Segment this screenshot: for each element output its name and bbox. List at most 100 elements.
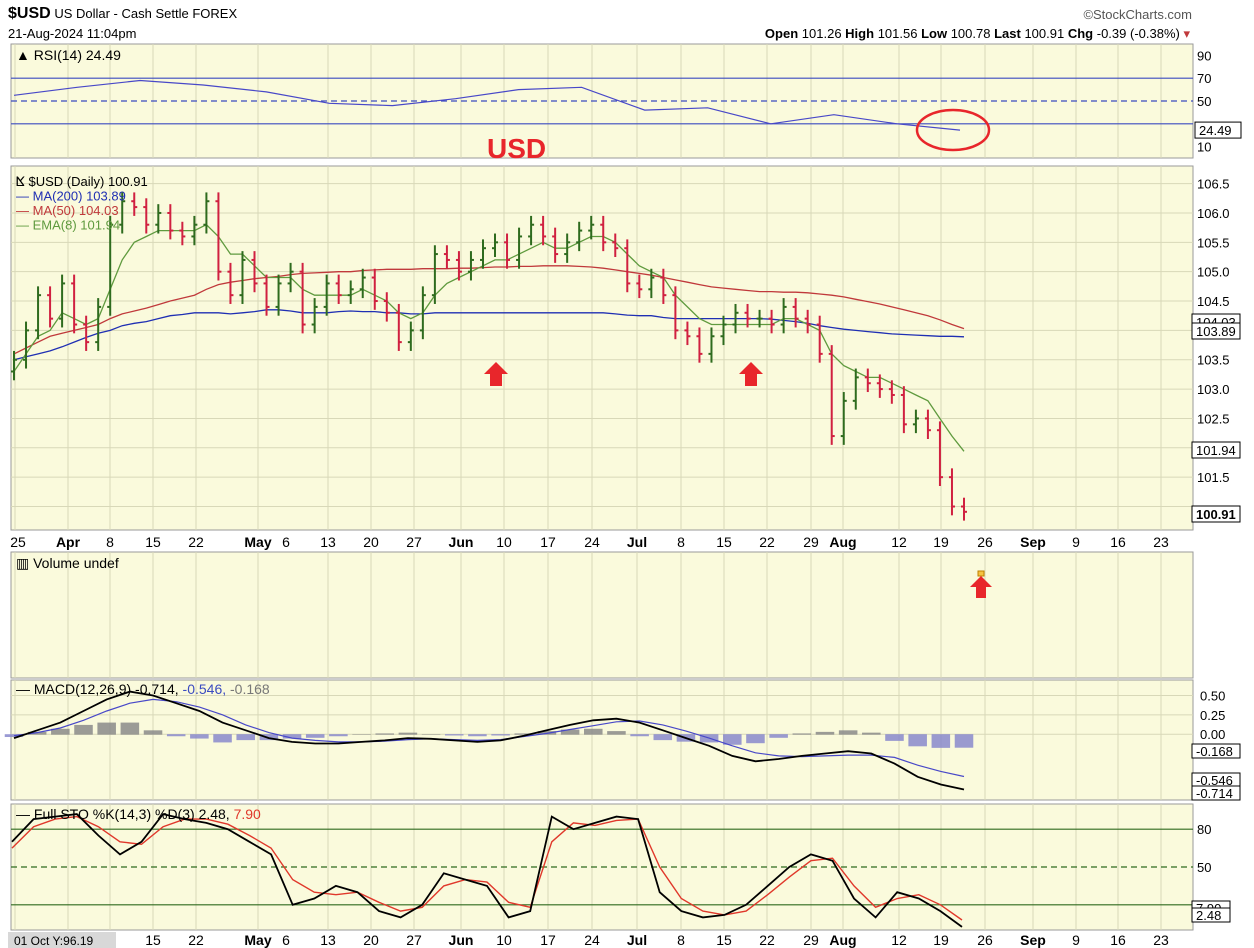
price-legend-item: ⴿ $USD (Daily) 100.91 xyxy=(16,174,148,189)
macd-histogram-bar xyxy=(931,734,951,748)
rsi-line xyxy=(13,79,961,131)
open-value: 101.26 xyxy=(801,26,842,41)
macd-histogram-bar xyxy=(236,734,255,741)
macd-histogram-bar xyxy=(421,734,441,735)
sto-tick-label: 50 xyxy=(1197,860,1211,875)
price-tick-label: 101.5 xyxy=(1197,470,1230,485)
x-tick-label: Aug xyxy=(829,534,856,550)
up-arrow-icon xyxy=(739,362,763,386)
x-tick-label: 29 xyxy=(803,534,819,550)
bottom-tick-label: 22 xyxy=(759,932,775,948)
bottom-tick-label: 27 xyxy=(406,932,422,948)
x-tick-label: 16 xyxy=(1110,534,1126,550)
macd-right-label: -0.714 xyxy=(1196,786,1233,801)
price-tick-label: 105.5 xyxy=(1197,235,1230,250)
bottom-tick-label: 20 xyxy=(363,932,379,948)
price-right-box xyxy=(1191,441,1241,459)
x-tick-label: 9 xyxy=(1072,534,1080,550)
price-right-box xyxy=(1191,322,1241,340)
sto-tick-label: 80 xyxy=(1197,822,1211,837)
bottom-tick-label: 23 xyxy=(1153,932,1169,948)
macd-histogram-bar xyxy=(120,722,140,735)
macd-histogram-bar xyxy=(329,734,348,737)
symbol: $USD xyxy=(8,5,51,22)
macd-histogram-bar xyxy=(769,734,788,738)
macd-right-box xyxy=(1191,785,1241,801)
rsi-circle-annotation xyxy=(915,108,991,152)
price-tick-label: 106.0 xyxy=(1197,206,1230,221)
volume-legend: ▥ Volume undef xyxy=(16,555,119,571)
ma50-line xyxy=(13,265,965,355)
rsi-last-label: 24.49 xyxy=(1199,123,1232,138)
x-tick-label: 8 xyxy=(106,534,114,550)
bottom-tick-label: Aug xyxy=(829,932,856,948)
chart-datetime: 21-Aug-2024 11:04pm xyxy=(8,26,137,41)
exchange: FOREX xyxy=(192,6,238,21)
ohlc-summary: Open 101.26 High 101.56 Low 100.78 Last … xyxy=(765,26,1190,42)
macd-histogram-bar xyxy=(375,733,394,735)
macd-histogram-bar xyxy=(954,734,974,748)
high-label: High xyxy=(845,26,875,41)
x-tick-label: 15 xyxy=(145,534,161,550)
bottom-tick-label: 22 xyxy=(188,932,204,948)
sto-legend-part: 2.48, xyxy=(199,806,234,822)
sto-k-line xyxy=(11,813,963,928)
macd-legend-part: -0.546, xyxy=(183,681,230,697)
macd-histogram-bar xyxy=(213,734,232,743)
price-tick-label: 103.5 xyxy=(1197,353,1230,368)
bottom-tick-label: 8 xyxy=(677,932,685,948)
x-tick-label: 12 xyxy=(891,534,907,550)
x-tick-label: Jun xyxy=(449,534,474,550)
macd-histogram-bar xyxy=(607,731,626,735)
last-value: 100.91 xyxy=(1024,26,1065,41)
bottom-tick-label: 26 xyxy=(977,932,993,948)
sto-right-box xyxy=(1191,907,1231,923)
rsi-legend: ▲ RSI(14) 24.49 xyxy=(16,47,121,63)
macd-histogram-bar xyxy=(305,734,325,738)
rsi-tick-label: 70 xyxy=(1197,71,1211,86)
macd-histogram-bar xyxy=(908,734,927,747)
x-tick-label: 13 xyxy=(320,534,336,550)
x-tick-label: 22 xyxy=(188,534,204,550)
macd-histogram-bar xyxy=(398,732,418,735)
sto-d-line xyxy=(11,815,963,921)
x-tick-label: 6 xyxy=(282,534,290,550)
bottom-tick-label: Sep xyxy=(1020,932,1046,948)
x-tick-label: 26 xyxy=(977,534,993,550)
macd-right-label: -0.168 xyxy=(1196,744,1233,759)
price-tick-label: 105.0 xyxy=(1197,265,1230,280)
rsi-tick-label: 90 xyxy=(1197,48,1211,63)
bottom-tick-label: 17 xyxy=(540,932,556,948)
bottom-tick-label: 9 xyxy=(1072,932,1080,948)
macd-histogram-bar xyxy=(190,734,209,739)
x-tick-label: 15 xyxy=(716,534,732,550)
macd-histogram-bar xyxy=(143,730,163,735)
x-axis-band xyxy=(11,531,1193,551)
bottom-tick-label: 19 xyxy=(933,932,949,948)
price-right-label: 101.94 xyxy=(1196,443,1236,458)
macd-legend: — MACD(12,26,9) -0.714, -0.546, -0.168 xyxy=(16,681,270,697)
x-tick-label: 20 xyxy=(363,534,379,550)
rsi-last-box xyxy=(1194,121,1242,139)
bottom-tick-label: Jun xyxy=(449,932,474,948)
price-tick-label: 102.5 xyxy=(1197,411,1230,426)
macd-histogram-bar xyxy=(282,734,302,739)
macd-histogram-bar xyxy=(653,734,673,741)
bottom-tick-label: Jul xyxy=(627,932,647,948)
macd-histogram-bar xyxy=(27,731,47,735)
bottom-tick-label: 12 xyxy=(891,932,907,948)
instrument-name: US Dollar - Cash Settle xyxy=(54,6,189,21)
macd-legend-part: — MACD(12,26,9) xyxy=(16,681,135,697)
price-legend-item: — MA(50) 104.03 xyxy=(16,203,119,218)
annotation-usd: USD xyxy=(487,133,546,164)
open-label: Open xyxy=(764,26,799,41)
price-right-label: 103.89 xyxy=(1196,324,1236,339)
macd-histogram-bar xyxy=(352,734,371,735)
x-tick-label: Jul xyxy=(627,534,647,550)
bottom-tick-label: 24 xyxy=(584,932,600,948)
bottom-tick-label: 6 xyxy=(282,932,290,948)
bottom-tick-label: 16 xyxy=(1110,932,1126,948)
macd-line xyxy=(13,690,965,791)
price-right-box xyxy=(1191,505,1241,523)
